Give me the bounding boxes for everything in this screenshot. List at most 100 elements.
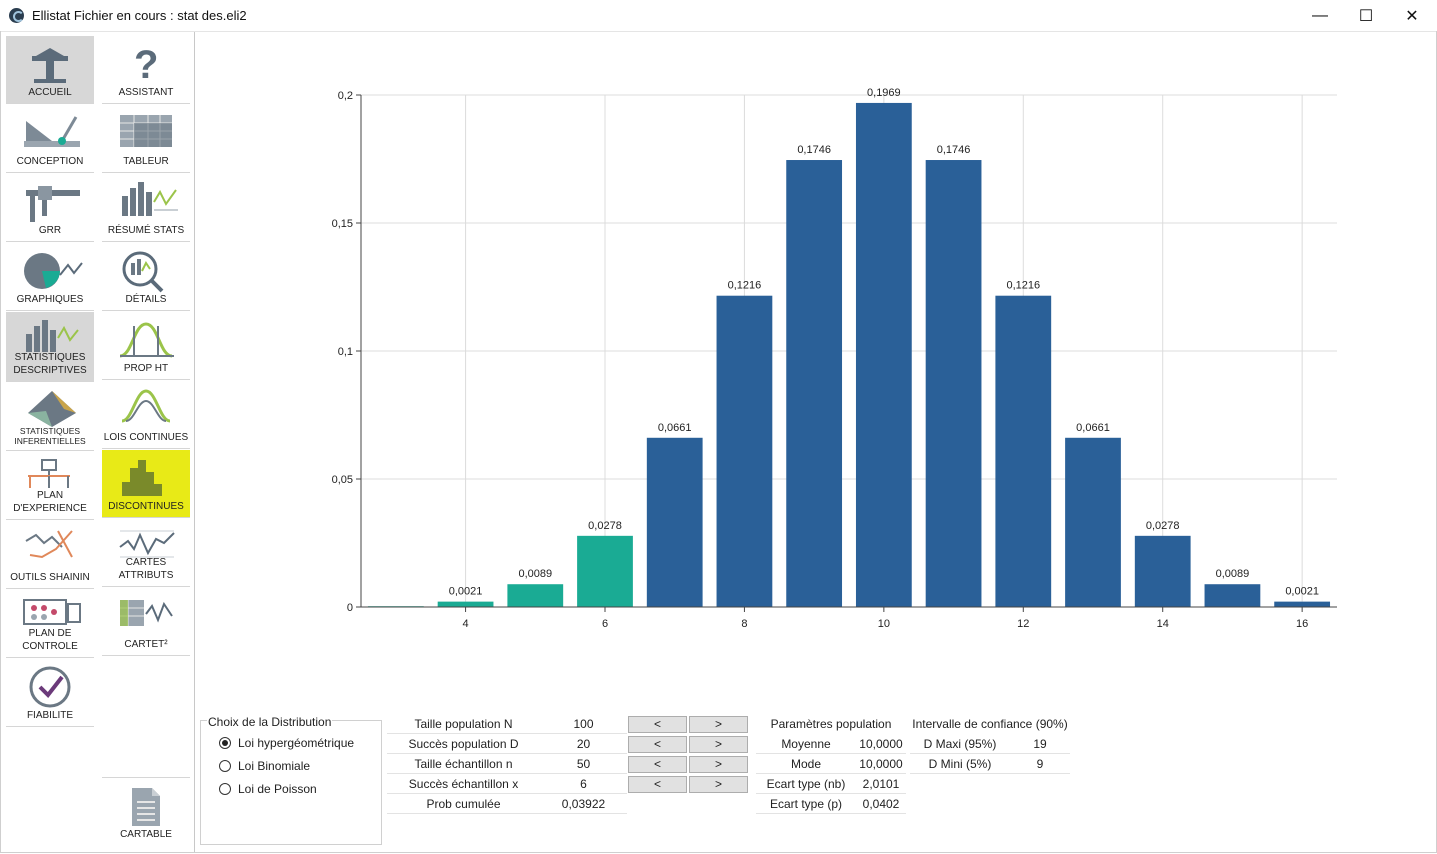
nav-accueil-label: ACCUEIL: [28, 87, 72, 98]
nav-prop-ht-label: PROP HT: [123, 363, 169, 374]
bar: [925, 160, 982, 608]
nav-plan-de-controle[interactable]: PLAN DE CONTROLE: [6, 590, 94, 658]
param-value-n-sample[interactable]: 50: [540, 755, 627, 774]
y-tick-label: 0,05: [332, 474, 353, 486]
nav-plan-de-controle-label: PLAN DE CONTROLE: [22, 628, 78, 652]
param-label: Prob cumulée: [387, 795, 540, 814]
title-bar: Ellistat Fichier en cours : stat des.eli…: [0, 0, 1437, 32]
bar-value-label: 0,0661: [658, 422, 692, 434]
nav-cartes-attributs[interactable]: CARTES ATTRIBUTS: [102, 519, 190, 587]
attribute-chart-icon: [119, 530, 175, 558]
x-tick-label: 6: [602, 618, 608, 630]
nav-conception[interactable]: CONCEPTION: [6, 105, 94, 173]
nav-column-main: ACCUEIL CONCEPTION GRR GRAPHIQUES STATIS…: [2, 32, 99, 852]
nav-prop-ht[interactable]: PROP HT: [102, 312, 190, 380]
radio-binomiale[interactable]: Loi Binomiale: [219, 759, 310, 773]
nav-cartes-attributs-label: CARTES ATTRIBUTS: [118, 557, 174, 581]
x-tick-label: 8: [741, 618, 747, 630]
bell-curve-icon: [119, 322, 174, 358]
param-value-n[interactable]: 100: [540, 715, 627, 734]
population-value: 10,0000: [856, 755, 906, 774]
bar-value-label: 0,0021: [449, 586, 483, 598]
nav-grr[interactable]: GRR: [6, 174, 94, 242]
increment-x-button[interactable]: >: [689, 776, 748, 793]
bar-value-label: 0,1216: [728, 280, 762, 292]
bar-value-label: 0,0278: [588, 520, 622, 532]
nav-details[interactable]: DÉTAILS: [102, 243, 190, 311]
increment-n-button[interactable]: >: [689, 716, 748, 733]
param-value-x[interactable]: 6: [540, 775, 627, 794]
bar-value-label: 0,1746: [797, 144, 831, 156]
param-value-d[interactable]: 20: [540, 735, 627, 754]
bar-value-label: 0,1216: [1006, 280, 1040, 292]
population-title: Paramètres population: [770, 717, 892, 731]
nav-statistiques-inferentielles-label: STATISTIQUES INFERENTIELLES: [14, 426, 86, 446]
confidence-value: 19: [1010, 735, 1070, 754]
bar: [1065, 437, 1121, 607]
app-logo-icon: [9, 8, 24, 23]
param-label: Taille population N: [387, 715, 540, 734]
nav-graphiques[interactable]: GRAPHIQUES: [6, 243, 94, 311]
increment-d-button[interactable]: >: [689, 736, 748, 753]
nav-discontinues[interactable]: DISCONTINUES: [102, 450, 190, 518]
nav-column-sub: ? ASSISTANT TABLEUR RÉSUMÉ STATS DÉTAILS…: [98, 32, 195, 852]
x-tick-label: 12: [1017, 618, 1029, 630]
decrement-n-sample-button[interactable]: <: [628, 756, 687, 773]
line-cross-icon: [25, 530, 73, 559]
decrement-n-button[interactable]: <: [628, 716, 687, 733]
x-tick-label: 4: [463, 618, 469, 630]
x-tick-label: 10: [878, 618, 890, 630]
radio-dot[interactable]: [219, 760, 231, 772]
bar-chart-icon: [26, 320, 79, 352]
nav-cartet[interactable]: CARTET²: [102, 588, 190, 656]
param-label: Taille échantillon n: [387, 755, 540, 774]
radio-label: Loi hypergéométrique: [238, 736, 355, 750]
decrement-x-button[interactable]: <: [628, 776, 687, 793]
distribution-chart: 0 0,05 0,1 0,15 0,2 4 6 8 10 12 14 16 0,0021 0,0089 0,…: [332, 87, 1337, 630]
nav-assistant[interactable]: ? ASSISTANT: [102, 36, 190, 104]
nav-statistiques-inferentielles[interactable]: STATISTIQUES INFERENTIELLES: [6, 383, 94, 451]
nav-outils-shainin[interactable]: OUTILS SHAININ: [6, 521, 94, 589]
radio-hypergeometrique[interactable]: Loi hypergéométrique: [219, 736, 354, 750]
population-value: 0,0402: [856, 795, 906, 814]
radio-dot[interactable]: [219, 783, 231, 795]
nav-tableur[interactable]: TABLEUR: [102, 105, 190, 173]
nav-plan-experience[interactable]: PLAN D'EXPERIENCE: [6, 452, 94, 520]
param-label: Succès échantillon x: [387, 775, 540, 794]
increment-n-sample-button[interactable]: >: [689, 756, 748, 773]
nav-tableur-label: TABLEUR: [123, 156, 169, 167]
nav-accueil[interactable]: ACCUEIL: [6, 36, 94, 104]
bar-value-label: 0,0278: [1146, 520, 1180, 532]
nav-resume-stats[interactable]: RÉSUMÉ STATS: [102, 174, 190, 242]
confidence-value: 9: [1010, 755, 1070, 774]
radio-dot[interactable]: [219, 737, 231, 749]
population-label: Ecart type (nb): [756, 775, 856, 794]
population-label: Ecart type (p): [756, 795, 856, 814]
decrement-d-button[interactable]: <: [628, 736, 687, 753]
param-value-prob: 0,03922: [540, 795, 627, 814]
close-button[interactable]: ✕: [1405, 7, 1419, 25]
nav-fiabilite-label: FIABILITE: [26, 710, 74, 721]
histogram-icon: [122, 460, 162, 496]
maximize-button[interactable]: ☐: [1358, 7, 1374, 25]
bar: [437, 601, 494, 607]
radio-poisson[interactable]: Loi de Poisson: [219, 782, 317, 796]
y-tick-label: 0,2: [338, 90, 353, 102]
nav-graphiques-label: GRAPHIQUES: [16, 294, 84, 305]
nav-cartable[interactable]: CARTABLE: [102, 777, 190, 845]
minimize-button[interactable]: —: [1312, 6, 1328, 24]
confidence-title: Intervalle de confiance (90%): [912, 717, 1068, 731]
surface-3d-icon: [28, 391, 76, 427]
bar: [507, 584, 564, 607]
nav-discontinues-label: DISCONTINUES: [108, 501, 184, 512]
nav-fiabilite[interactable]: FIABILITE: [6, 659, 94, 727]
bar: [716, 295, 773, 607]
document-icon: [132, 788, 160, 826]
nav-statistiques-descriptives[interactable]: STATISTIQUES DESCRIPTIVES: [6, 312, 94, 382]
nav-lois-continues[interactable]: LOIS CONTINUES: [102, 381, 190, 449]
nav-grr-label: GRR: [38, 225, 62, 236]
bar-value-label: 0,1969: [867, 87, 901, 99]
nav-assistant-label: ASSISTANT: [118, 87, 174, 98]
bar: [995, 295, 1052, 607]
nav-cartable-label: CARTABLE: [120, 829, 172, 840]
